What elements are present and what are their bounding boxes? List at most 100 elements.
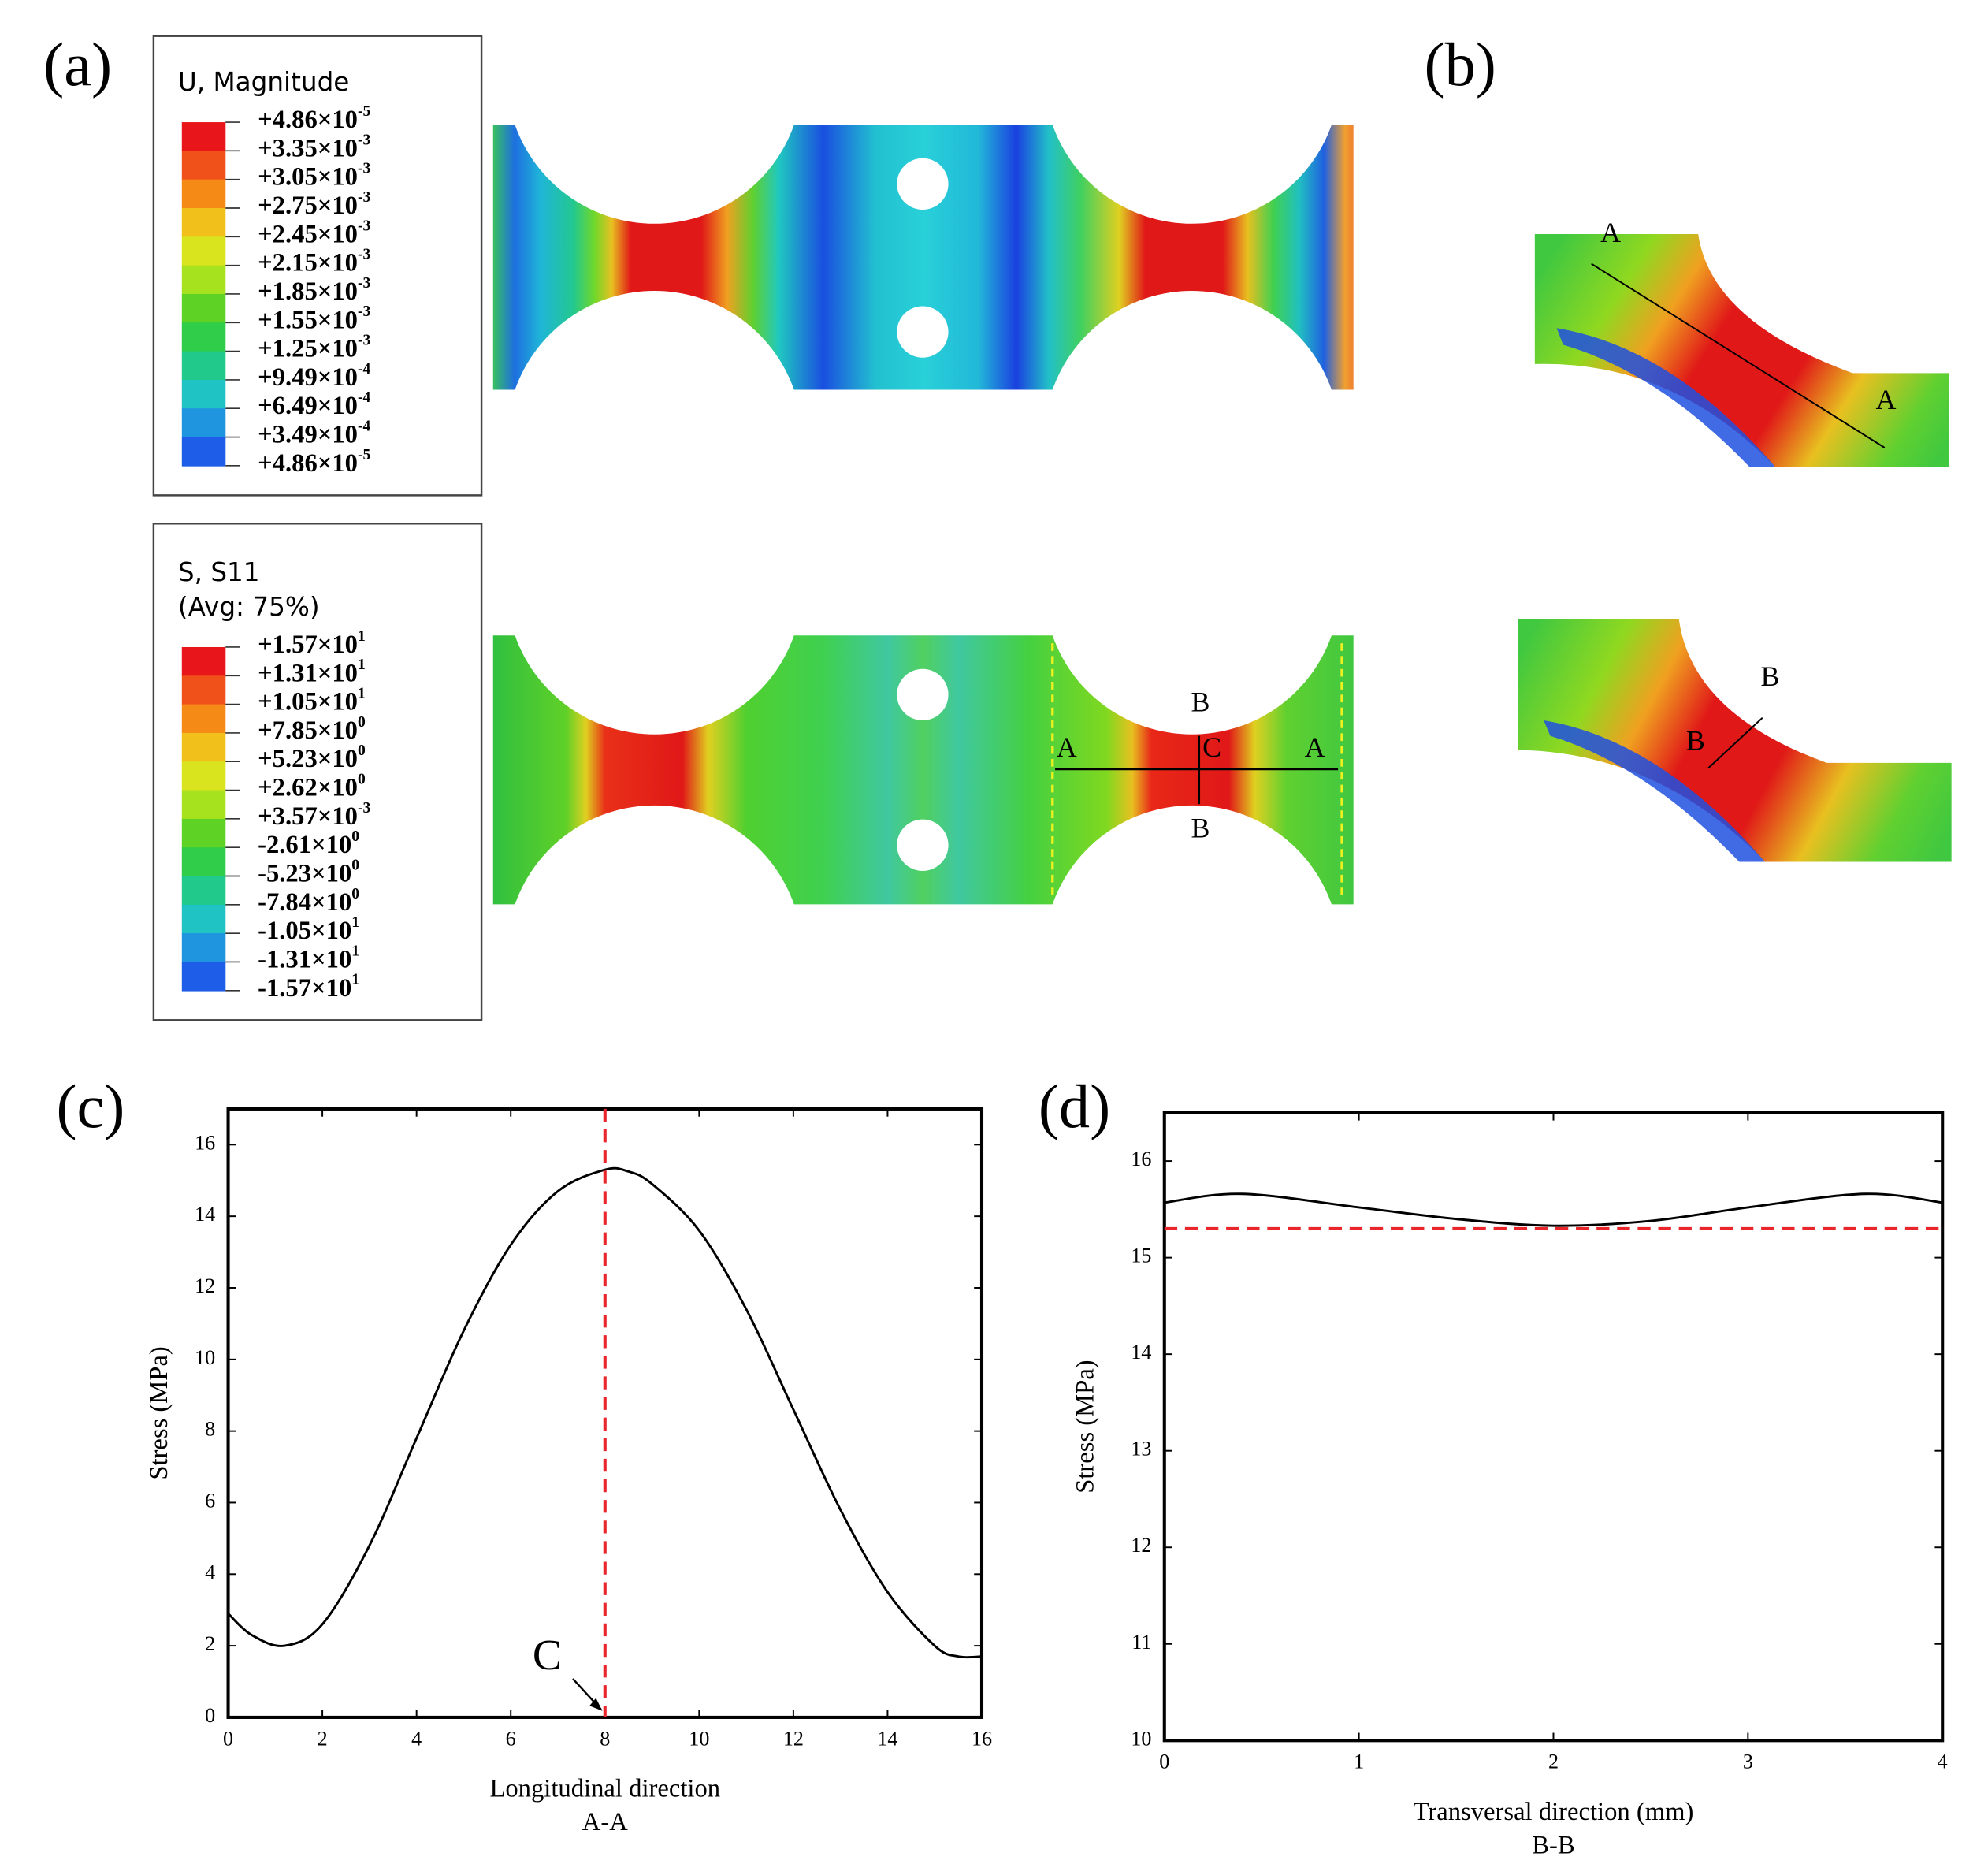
- x-tick-label: 16: [972, 1727, 992, 1750]
- section-line: [1707, 717, 1763, 769]
- chart: 0 2 4 6 8 10 12 14 16 0 2 4 6 8 10 12 14 16 C Longitudinal …: [145, 1107, 992, 1836]
- legend-level-base: +3.05×10: [258, 163, 358, 192]
- legend-level-exp: -5: [358, 446, 371, 463]
- legend-level-base: +2.15×10: [258, 249, 358, 277]
- color-band: [181, 704, 226, 734]
- color-band: [181, 761, 226, 791]
- legend-level: +2.62×100: [258, 771, 366, 802]
- legend-level-base: +3.57×10: [258, 802, 358, 831]
- legend-level: +3.57×10-3: [258, 799, 370, 831]
- legend-level-exp: -3: [358, 188, 371, 205]
- section-label: C: [1202, 731, 1221, 763]
- legend-level: +1.85×10-3: [258, 274, 370, 306]
- color-band: [181, 437, 226, 467]
- color-band: [181, 933, 226, 963]
- color-band: [181, 847, 226, 877]
- x-tick-label: 4: [1938, 1751, 1948, 1773]
- y-axis-label: Stress (MPa): [1071, 1360, 1099, 1493]
- legend-level-exp: 1: [358, 657, 366, 673]
- legend-level-exp: -3: [358, 274, 371, 291]
- y-tick-label: 14: [1131, 1341, 1151, 1364]
- color-band: [181, 675, 226, 705]
- x-tick-label: 6: [506, 1727, 516, 1750]
- legend-level: +2.15×10-3: [258, 246, 370, 277]
- legend-level: +1.55×10-3: [258, 303, 370, 335]
- legend-level-exp: 1: [351, 914, 359, 931]
- legend-level: +2.75×10-3: [258, 188, 370, 220]
- legend-level-base: -5.23×10: [258, 860, 351, 888]
- x-tick-label: 8: [600, 1727, 610, 1750]
- legend-level-base: +1.05×10: [258, 688, 358, 716]
- color-band: [181, 208, 226, 238]
- y-tick-label: 15: [1131, 1245, 1151, 1267]
- legend-level-base: +1.85×10: [258, 277, 358, 306]
- legend-level-base: +1.25×10: [258, 335, 358, 363]
- legend-title: S, S11: [178, 557, 260, 587]
- legend-level-exp: -3: [358, 303, 371, 320]
- legend-level: -5.23×100: [258, 857, 359, 888]
- legend-level-base: +3.49×10: [258, 421, 358, 449]
- color-band: [181, 236, 226, 266]
- color-band: [181, 962, 226, 992]
- color-band: [181, 379, 226, 410]
- y-tick-label: 12: [195, 1274, 215, 1297]
- color-band: [181, 122, 226, 152]
- y-tick-label: 14: [195, 1203, 215, 1226]
- legend-level: +5.23×100: [258, 742, 366, 774]
- section-label: A: [1305, 731, 1325, 763]
- legend-level-exp: -4: [358, 418, 371, 434]
- x-tick-label: 1: [1354, 1751, 1364, 1773]
- hole: [897, 158, 949, 210]
- panel-label: (c): [56, 1072, 124, 1140]
- legend-level-base: +9.49×10: [258, 363, 358, 392]
- legend-level: +3.05×10-3: [258, 160, 370, 192]
- legend-level-exp: 0: [358, 742, 366, 759]
- y-tick-label: 16: [1131, 1148, 1151, 1170]
- x-tick-label: 10: [689, 1727, 709, 1750]
- legend-level: -1.31×101: [258, 943, 359, 974]
- legend-level: +7.85×100: [258, 713, 366, 745]
- color-band: [181, 818, 226, 849]
- legend-level: +2.45×10-3: [258, 218, 370, 249]
- y-tick-label: 16: [195, 1131, 215, 1154]
- legend-level: +6.49×10-4: [258, 389, 370, 421]
- detail-piece: [1518, 619, 1952, 862]
- legend-level-base: -1.57×10: [258, 974, 351, 1003]
- legend-level: +4.86×10-5: [258, 446, 370, 478]
- legend-level-base: +3.35×10: [258, 135, 358, 163]
- legend-level: -1.57×101: [258, 971, 359, 1003]
- x-axis-label: B-B: [1532, 1831, 1574, 1859]
- y-tick-label: 12: [1131, 1534, 1151, 1557]
- hole: [897, 819, 949, 871]
- legend-level-base: +2.45×10: [258, 221, 358, 249]
- section-line: [1591, 262, 1886, 448]
- y-tick-label: 8: [205, 1418, 215, 1441]
- x-tick-label: 3: [1743, 1751, 1753, 1773]
- hole: [897, 668, 949, 721]
- legend-subtitle: (Avg: 75%): [178, 592, 320, 622]
- legend-level-base: -7.84×10: [258, 888, 351, 917]
- x-tick-label: 0: [223, 1727, 233, 1750]
- legend-level-exp: -5: [358, 102, 371, 119]
- color-band: [181, 179, 226, 209]
- section-label: B: [1761, 660, 1780, 692]
- x-tick-label: 14: [877, 1727, 897, 1750]
- x-tick-label: 12: [783, 1727, 804, 1750]
- detail-view: A A B B: [1518, 217, 1952, 862]
- contour-u: [492, 125, 1354, 390]
- legend-level-exp: 1: [351, 943, 359, 959]
- legend-level-base: +1.57×10: [258, 631, 358, 659]
- legend-level: +1.57×101: [258, 627, 366, 659]
- edge: [1544, 720, 1765, 862]
- legend-level-exp: -3: [358, 799, 371, 816]
- legend-level: +1.25×10-3: [258, 332, 370, 363]
- legend-level-exp: 1: [351, 971, 359, 988]
- section-label: B: [1191, 686, 1210, 718]
- y-tick-label: 4: [205, 1561, 215, 1583]
- legend-level-exp: -3: [358, 132, 371, 148]
- x-tick-label: 0: [1159, 1751, 1169, 1773]
- legend-level-exp: -3: [358, 332, 371, 348]
- color-band: [181, 293, 226, 324]
- color-band: [181, 732, 226, 763]
- panel-label: (d): [1039, 1072, 1110, 1140]
